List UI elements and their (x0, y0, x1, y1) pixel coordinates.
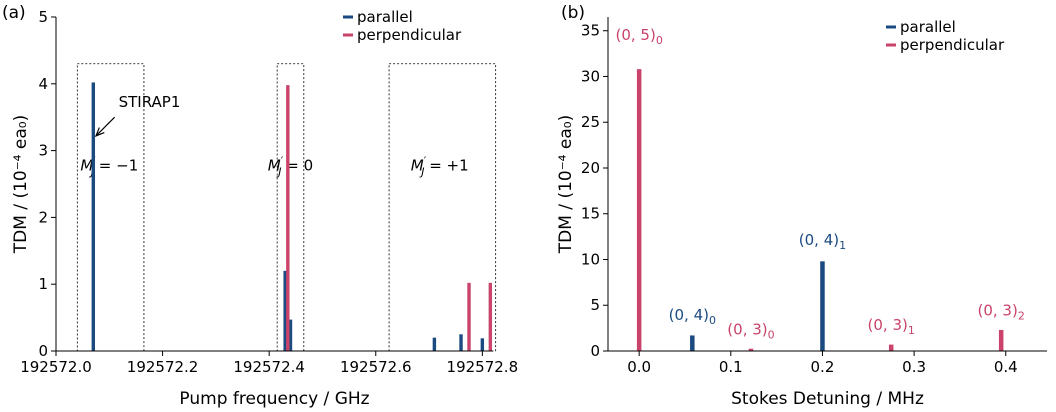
y-tick-label: 0 (38, 342, 48, 360)
mj-subscript: J (89, 166, 94, 179)
mj-box (388, 63, 497, 352)
y-tick-label: 35 (581, 22, 600, 40)
peak-label: (0, 4)0 (669, 306, 716, 327)
y-tick-label: 5 (590, 296, 600, 314)
peak-label: (0, 3)2 (978, 301, 1025, 322)
mj-symbol: M (80, 157, 93, 175)
panel-label: (b) (561, 3, 585, 23)
y-tick-label: 4 (38, 75, 48, 93)
bar-parallel (480, 338, 485, 351)
x-tick-label: 192572.4 (233, 358, 305, 376)
mj-box-label: M′ J = +1 (411, 155, 469, 179)
mj-box (276, 63, 305, 352)
y-tick-label: 2 (38, 208, 48, 226)
bar-perpendicular (998, 329, 1004, 351)
annotation-arrow-line (95, 116, 116, 137)
y-tick-label: 0 (590, 342, 600, 360)
peak-label-sub: 2 (1018, 309, 1025, 322)
legend-label-perpendicular: perpendicular (900, 36, 1005, 54)
bar-perpendicular (467, 282, 471, 351)
mj-prime: ′ (424, 155, 427, 168)
x-tick-label: 192572.8 (447, 358, 519, 376)
y-tick-label: 3 (38, 142, 48, 160)
mj-prime: ′ (281, 155, 284, 168)
bar-perpendicular (488, 282, 493, 351)
panel-b: (0, 5)0(0, 4)0(0, 3)0(0, 4)1(0, 3)1(0, 3… (556, 3, 1047, 409)
y-tick-label: 15 (581, 205, 600, 223)
peak-label: (0, 4)1 (799, 231, 846, 252)
mj-box-label: M′J = −1 (80, 155, 138, 179)
y-axis-title: TDM / (10⁻⁴ ea₀) (556, 115, 576, 254)
bar-parallel (91, 82, 96, 352)
y-tick-label: 20 (581, 159, 600, 177)
peak-label-main: (0, 4) (799, 231, 839, 249)
mj-subscript: J (419, 166, 424, 179)
y-tick-label: 5 (38, 8, 48, 26)
mj-box (76, 63, 145, 352)
bar-parallel (432, 337, 437, 351)
mj-symbol: M (268, 157, 281, 175)
mj-subscript: J (276, 166, 281, 179)
bar-parallel (690, 335, 695, 351)
panel-label: (a) (2, 3, 26, 23)
x-tick-label: 0.0 (627, 358, 651, 376)
y-tick-label: 10 (581, 250, 600, 268)
mj-value: = −1 (94, 157, 138, 175)
x-tick-label: 192572.2 (127, 358, 199, 376)
x-axis-title: Stokes Detuning / MHz (731, 389, 924, 409)
x-tick-label: 192572.6 (340, 358, 412, 376)
mj-symbol: M (411, 157, 424, 175)
bar-perpendicular (748, 348, 754, 351)
peak-label: (0, 3)0 (727, 321, 774, 342)
bar-parallel (459, 334, 463, 351)
legend-label-parallel: parallel (900, 18, 956, 36)
x-axis-title: Pump frequency / GHz (179, 389, 369, 409)
mj-box-label: M′ J = 0 (268, 155, 313, 179)
peak-label-sub: 1 (908, 324, 915, 337)
bar-perpendicular (636, 69, 642, 351)
annotation-stirap1: STIRAP1 (119, 93, 181, 111)
y-tick-label: 25 (581, 113, 600, 131)
bar-parallel (820, 261, 825, 351)
y-axis-title: TDM / (10⁻⁴ ea₀) (11, 115, 31, 254)
bar-parallel (283, 270, 287, 351)
peak-label: (0, 5)0 (615, 26, 662, 47)
peak-label-main: (0, 3) (868, 316, 908, 334)
x-tick-label: 0.2 (811, 358, 835, 376)
panel-a: M′J = −1M′J = 0M′J = +1STIRAP1192572.019… (2, 3, 518, 409)
peak-label: (0, 3)1 (868, 316, 915, 337)
bar-parallel (288, 319, 293, 351)
x-tick-label: 0.4 (994, 358, 1018, 376)
mj-value: = +1 (424, 157, 468, 175)
y-tick-label: 1 (38, 275, 48, 293)
peak-label-main: (0, 5) (615, 26, 655, 44)
annotation-arrow-head (94, 127, 105, 137)
legend-label-perpendicular: perpendicular (357, 26, 462, 44)
peak-label-main: (0, 3) (727, 321, 767, 339)
peak-label-sub: 0 (709, 314, 716, 327)
peak-label-sub: 1 (839, 239, 846, 252)
y-tick-label: 30 (581, 67, 600, 85)
x-tick-label: 0.3 (902, 358, 926, 376)
peak-label-main: (0, 4) (669, 306, 709, 324)
peak-label-main: (0, 3) (978, 301, 1018, 319)
peak-label-sub: 0 (656, 34, 663, 47)
bar-perpendicular (888, 344, 894, 351)
legend-label-parallel: parallel (357, 8, 413, 26)
bar-perpendicular (286, 85, 290, 352)
peak-label-sub: 0 (768, 329, 775, 342)
x-tick-label: 192572.0 (20, 358, 92, 376)
x-tick-label: 0.1 (719, 358, 743, 376)
